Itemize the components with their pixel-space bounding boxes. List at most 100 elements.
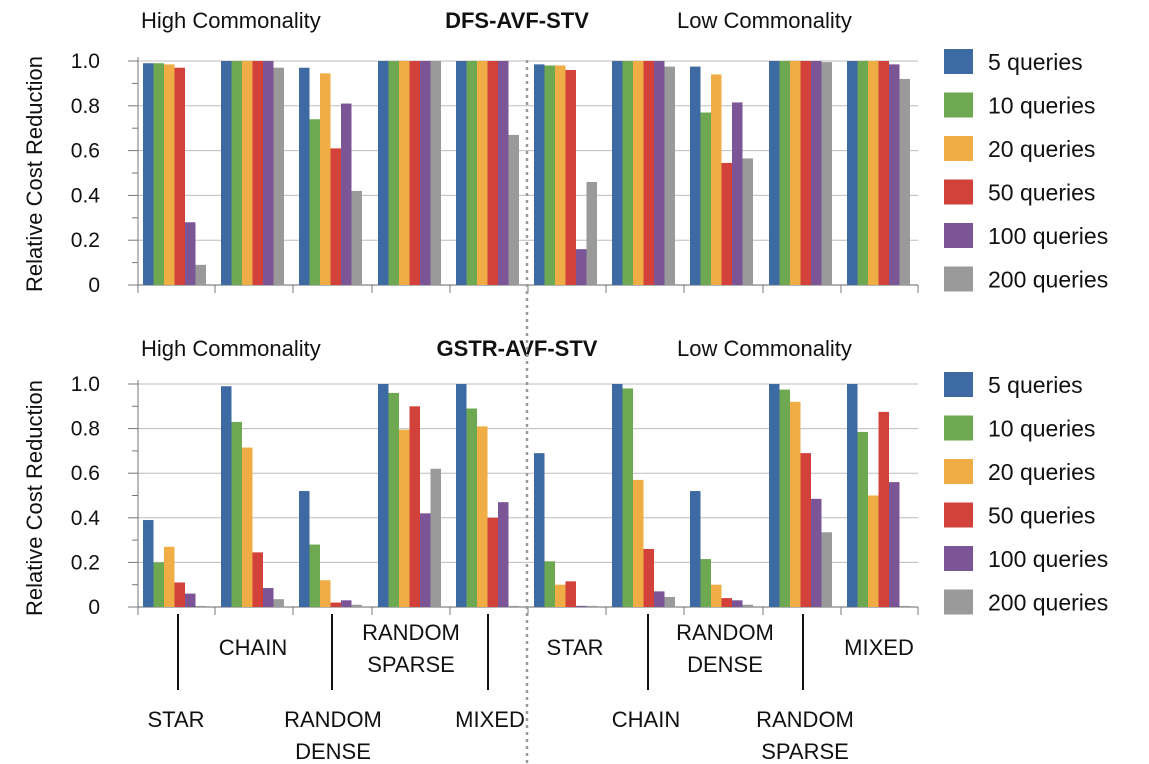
category-label-upper: SPARSE [367,652,455,677]
legend-label: 5 queries [988,372,1083,398]
bar-100-queries-chain [654,591,665,607]
legend-1: 5 queries 10 queries 20 queries 50 queries 1… [944,49,1108,293]
bar-50-queries-random-dense [721,598,732,607]
bar-10-queries-chain [231,421,242,607]
bar-50-queries-random-sparse [409,406,420,607]
bar-100-queries-mixed [889,482,900,607]
bar-100-queries-chain [263,588,274,607]
bar-5-queries-mixed [847,61,858,285]
legend-swatch [944,136,973,161]
bar-200-queries-mixed [508,605,519,607]
bar-5-queries-random-dense [690,491,701,607]
y-tick-label: 0.2 [71,229,100,252]
bar-200-queries-star [195,605,206,607]
bar-5-queries-random-sparse [769,61,780,285]
bar-200-queries-chain [273,67,284,285]
bar-50-queries-chain [252,552,263,607]
bar-50-queries-random-sparse [409,61,420,285]
bar-10-queries-chain [622,61,633,285]
bar-50-queries-mixed [878,411,889,607]
panel-2: 0 0.2 0.4 0.6 0.8 1.0 High Commonality GSTR-AVF… [71,336,919,619]
legend-label: 50 queries [988,503,1095,529]
bar-100-queries-star [185,222,196,285]
bar-200-queries-star [586,181,597,285]
bar-100-queries-star [576,249,587,285]
y-tick-label: 0.2 [71,551,100,574]
legend-label: 100 queries [988,546,1108,572]
bar-10-queries-star [544,65,555,285]
bar-200-queries-random-dense [351,604,362,607]
legend-label: 200 queries [988,590,1108,616]
category-label-lower: SPARSE [761,739,849,764]
bar-50-queries-random-dense [330,148,341,285]
bar-50-queries-star [174,67,185,285]
bar-50-queries-mixed [878,61,889,285]
bar-5-queries-mixed [456,384,467,607]
bar-5-queries-star [143,520,154,607]
y-axis-label-bottom: Relative Cost Reduction [22,380,47,616]
bar-5-queries-chain [612,384,623,607]
bar-5-queries-mixed [456,61,467,285]
bar-10-queries-mixed [857,61,868,285]
legend-label: 5 queries [988,49,1083,75]
bar-10-queries-mixed [466,61,477,285]
bar-20-queries-random-dense [320,580,331,607]
y-tick-label: 0.8 [71,418,100,441]
chart-title: GSTR-AVF-STV [437,336,598,361]
bar-5-queries-star [534,453,545,607]
panel-1: 0 0.2 0.4 0.6 0.8 1.0 High Commonality DFS-AVF-… [71,8,919,297]
bar-10-queries-star [153,63,164,285]
category-label-lower: STAR [147,707,204,732]
bar-5-queries-chain [221,61,232,285]
bar-50-queries-random-sparse [800,61,811,285]
bar-10-queries-random-dense [700,559,711,607]
category-label-upper: DENSE [687,652,763,677]
bar-100-queries-random-dense [732,102,743,285]
bar-200-queries-mixed [508,134,519,285]
legend-swatch [944,179,973,205]
bar-200-queries-chain [664,66,675,285]
y-axis-label-top: Relative Cost Reduction [22,56,47,292]
group-label-high: High Commonality [141,336,321,361]
y-tick-label: 0 [88,596,100,619]
legend-label: 200 queries [988,267,1108,293]
bar-20-queries-mixed [868,495,879,607]
bar-50-queries-chain [643,549,654,607]
bar-5-queries-random-dense [299,67,310,285]
bar-5-queries-star [143,63,154,285]
bar-100-queries-random-dense [732,600,743,607]
category-label-lower: RANDOM [284,707,382,732]
bar-100-queries-random-dense [341,103,352,285]
legend-label: 10 queries [988,93,1095,119]
legend-label: 100 queries [988,223,1108,249]
bar-20-queries-chain [242,61,253,285]
legend-swatch [944,415,973,441]
bar-20-queries-random-dense [711,74,722,285]
group-label-low: Low Commonality [677,8,852,33]
legend-label: 20 queries [988,459,1095,485]
bar-200-queries-random-sparse [821,62,832,286]
bar-10-queries-random-sparse [779,61,790,285]
bar-20-queries-random-sparse [790,61,801,285]
y-tick-label: 0.6 [71,462,100,485]
bar-20-queries-chain [242,447,253,607]
bar-200-queries-random-sparse [430,61,441,285]
bar-20-queries-star [164,64,175,285]
bar-10-queries-star [153,562,164,607]
y-tick-label: 0.4 [71,507,101,530]
chart-title: DFS-AVF-STV [445,8,589,33]
y-tick-label: 0 [88,274,100,297]
bar-20-queries-mixed [477,61,488,285]
bar-10-queries-random-sparse [779,389,790,607]
category-label-lower: DENSE [295,739,371,764]
bar-10-queries-random-dense [309,119,320,286]
bar-100-queries-chain [654,61,665,285]
category-label-lower: RANDOM [756,707,854,732]
legend-swatch [944,502,973,528]
bar-100-queries-chain [263,61,274,285]
category-label-upper: RANDOM [362,620,460,645]
bar-200-queries-mixed [899,78,910,285]
bar-10-queries-chain [231,61,242,285]
bar-5-queries-random-sparse [378,61,389,285]
